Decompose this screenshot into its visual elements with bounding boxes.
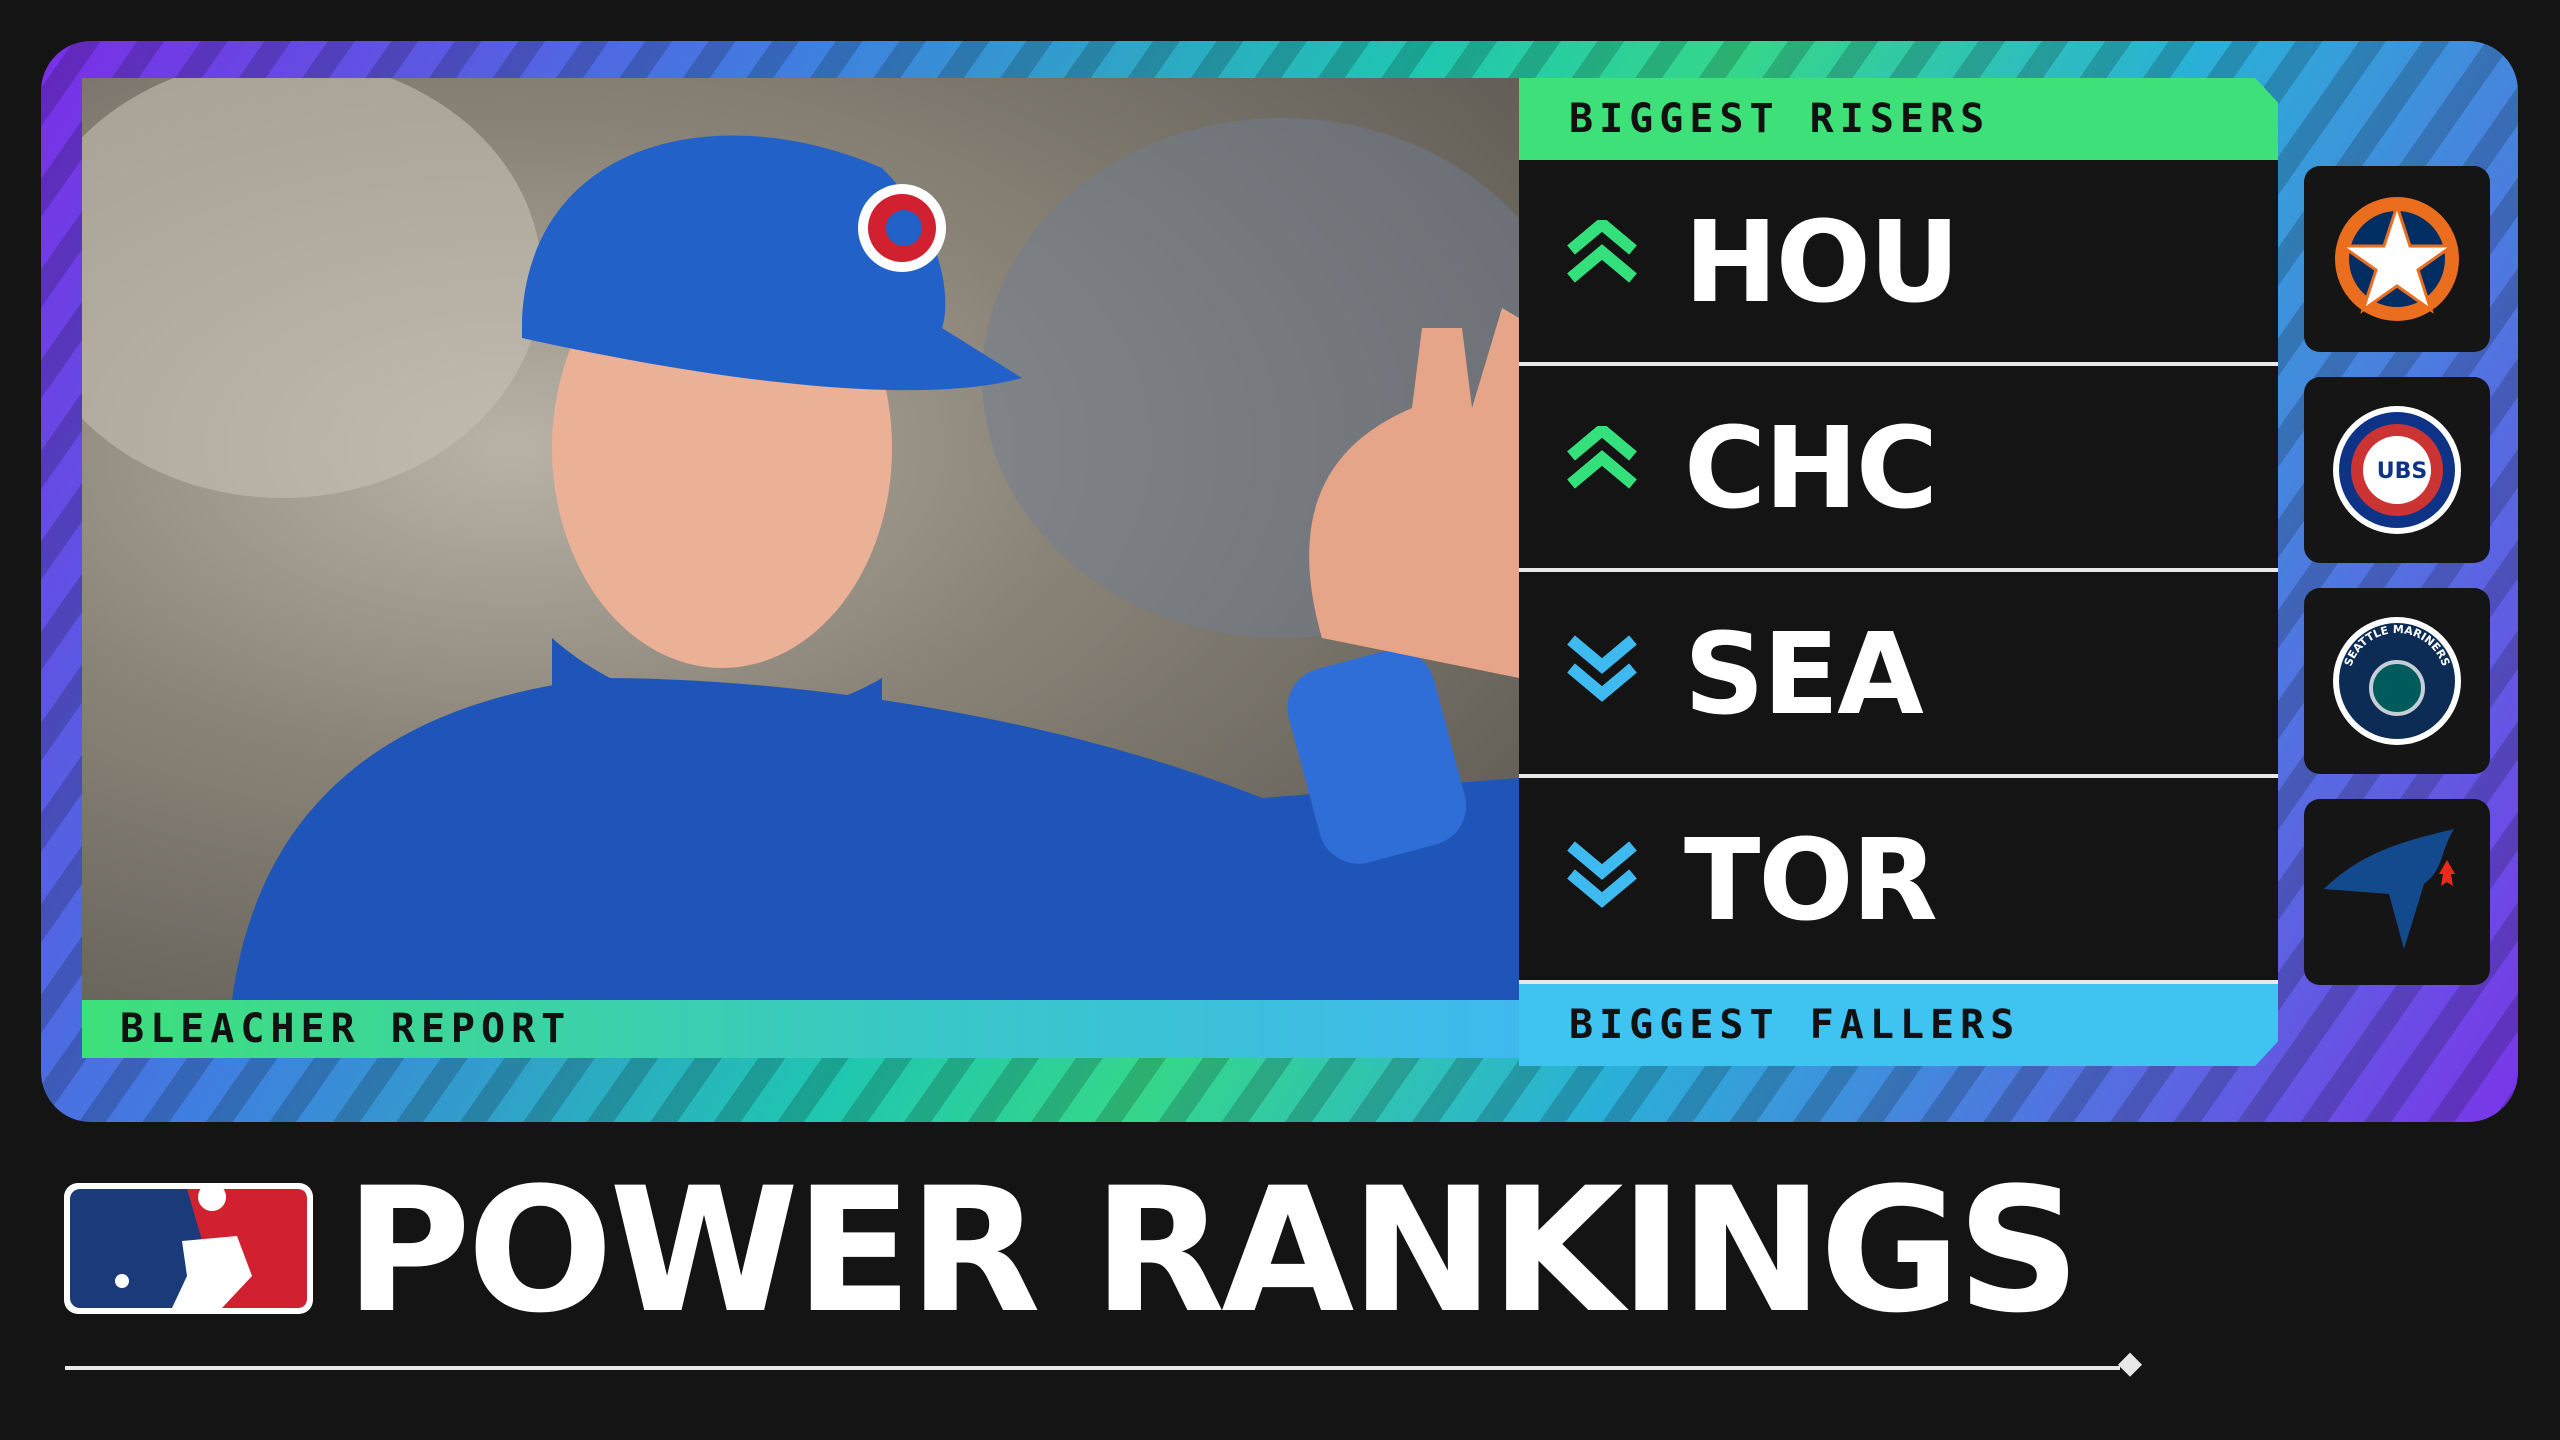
credit: BLEACHER REPORT — [120, 1006, 572, 1052]
team-logo — [2324, 829, 2455, 949]
rankings-panel: BIGGEST RISERS HOU CHC SEA TOR BIGGEST FALL… — [1519, 78, 2278, 1066]
player-photo — [82, 78, 1519, 1000]
team-logo — [2335, 197, 2459, 321]
team-abbr: CHC — [1684, 404, 1938, 534]
logo-tile — [2304, 799, 2490, 985]
chevron — [1567, 244, 1637, 283]
trend-chevron — [1567, 220, 1637, 283]
chevron — [1567, 663, 1637, 702]
chevron — [1567, 841, 1637, 880]
logo-leaf — [2439, 860, 2455, 886]
player-illustration — [82, 78, 1519, 1000]
team-row: SEA — [1519, 572, 2278, 778]
risers-label: BIGGEST RISERS — [1569, 96, 1991, 142]
logo-bird — [2324, 829, 2454, 949]
trend-chevron — [1567, 426, 1637, 489]
logo-star — [2337, 201, 2457, 314]
chevron — [1567, 869, 1637, 908]
team-row: TOR — [1519, 778, 2278, 984]
logo-inner — [2363, 436, 2431, 504]
rows: HOU CHC SEA TOR — [1519, 160, 2278, 984]
fallers-label: BIGGEST FALLERS — [1569, 1002, 2021, 1048]
team-row: CHC — [1519, 366, 2278, 572]
divider — [65, 1352, 2143, 1377]
team-row: HOU — [1519, 160, 2278, 366]
chevron — [1567, 450, 1637, 489]
team-abbr: SEA — [1684, 610, 1924, 740]
team-logo: SEATTLE MARINERS — [2333, 617, 2461, 745]
team-abbr: TOR — [1684, 816, 1938, 946]
logo-tile — [2304, 166, 2490, 352]
credit-bar: BLEACHER REPORT — [82, 1000, 1519, 1058]
team-logo: UBS — [2333, 406, 2461, 534]
logo-tile: SEATTLE MARINERS — [2304, 588, 2490, 774]
team-abbr: HOU — [1684, 198, 1960, 328]
chevron — [1567, 220, 1637, 255]
logo-tile: UBS — [2304, 377, 2490, 563]
trend-chevron — [1567, 635, 1637, 702]
logo-compass — [2369, 660, 2425, 716]
chevron — [1567, 426, 1637, 461]
trend-chevron — [1567, 841, 1637, 908]
risers-header: BIGGEST RISERS — [1519, 78, 2278, 160]
fallers-header: BIGGEST FALLERS — [1519, 984, 2278, 1066]
logo-text: UBS — [2377, 459, 2427, 484]
league-logo — [64, 1183, 313, 1314]
chevron — [1567, 635, 1637, 674]
title: POWER RANKINGS — [345, 1150, 2081, 1351]
